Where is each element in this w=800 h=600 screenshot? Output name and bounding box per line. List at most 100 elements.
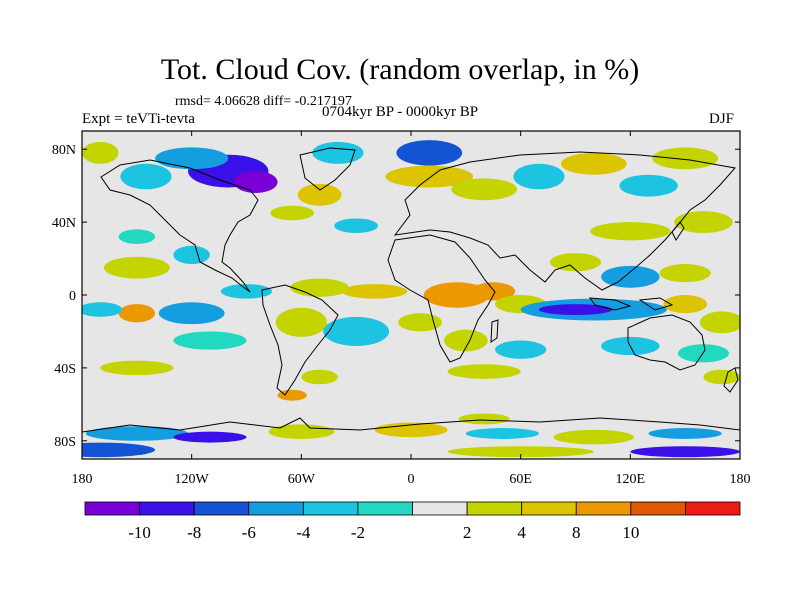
colorbar-label: -2 bbox=[351, 523, 365, 542]
coastline-madagascar bbox=[490, 319, 499, 343]
colorbar-label: 2 bbox=[463, 523, 472, 542]
anomaly-field bbox=[82, 140, 740, 458]
anomaly-blob bbox=[398, 313, 443, 332]
coastline-antarctica bbox=[82, 417, 740, 433]
colorbar-box bbox=[412, 501, 468, 516]
colorbar-label: -10 bbox=[128, 523, 151, 542]
anomaly-blob bbox=[155, 147, 229, 170]
anomaly-blob bbox=[495, 340, 547, 359]
anomaly-blob bbox=[118, 304, 156, 323]
colorbar-label: -4 bbox=[296, 523, 311, 542]
coastline-greenland bbox=[299, 147, 356, 191]
anomaly-blob bbox=[312, 141, 364, 164]
anomaly-blob bbox=[396, 140, 463, 166]
coastline-africa bbox=[387, 234, 496, 363]
coastline-japan bbox=[671, 221, 685, 241]
anomaly-blob bbox=[458, 413, 510, 425]
colorbar-label: -8 bbox=[187, 523, 201, 542]
anomaly-blob bbox=[549, 253, 602, 272]
anomaly-blob bbox=[85, 426, 189, 441]
season-label: DJF bbox=[709, 111, 735, 127]
anomaly-blob bbox=[220, 284, 273, 299]
anomaly-blob bbox=[677, 344, 730, 363]
anomaly-blob bbox=[385, 165, 474, 188]
colorbar-box bbox=[357, 501, 413, 516]
colorbar-label: -6 bbox=[242, 523, 256, 542]
anomaly-blob bbox=[100, 360, 174, 376]
anomaly-blob bbox=[465, 428, 539, 439]
anomaly-blob bbox=[173, 331, 247, 350]
anomaly-blob bbox=[648, 428, 722, 439]
anomaly-blob bbox=[275, 307, 327, 337]
anomaly-blob bbox=[118, 229, 156, 244]
colorbar-box bbox=[302, 501, 359, 516]
lat-tick-label: 40S bbox=[54, 362, 76, 377]
lat-tick-label: 80N bbox=[52, 143, 76, 158]
lon-tick-label: 120W bbox=[175, 472, 210, 487]
lon-tick-label: 60E bbox=[509, 472, 532, 487]
anomaly-blob bbox=[334, 218, 379, 234]
colorbar-label: 10 bbox=[622, 523, 639, 542]
anomaly-blob bbox=[443, 329, 488, 352]
anomaly-blob bbox=[553, 429, 634, 445]
colorbar-label: 8 bbox=[572, 523, 581, 542]
anomaly-blob bbox=[674, 211, 733, 234]
anomaly-blob bbox=[82, 442, 156, 458]
coastline-north-america bbox=[100, 159, 259, 293]
map-axes: 180 120W 60W 0 60E 120E 180 80N 40N 0 40S 80S bbox=[52, 131, 751, 487]
coastlines bbox=[82, 147, 740, 433]
lon-tick-label: 0 bbox=[408, 472, 415, 487]
anomaly-blob bbox=[120, 163, 172, 190]
anomaly-blob bbox=[173, 245, 210, 265]
anomaly-blob bbox=[158, 302, 225, 325]
anomaly-blob bbox=[270, 205, 315, 221]
coastline-new-zealand bbox=[723, 367, 739, 393]
anomaly-blob bbox=[619, 174, 678, 197]
lat-tick-label: 0 bbox=[69, 289, 76, 304]
lon-tick-label: 180 bbox=[730, 472, 751, 487]
anomaly-blob bbox=[374, 422, 448, 438]
anomaly-blob bbox=[659, 264, 711, 283]
lon-tick-label: 180 bbox=[72, 472, 93, 487]
chart-title: Tot. Cloud Cov. (random overlap, in %) bbox=[160, 53, 640, 86]
colorbar-box bbox=[193, 501, 250, 516]
lat-tick-label: 40N bbox=[52, 216, 76, 231]
anomaly-blob bbox=[590, 222, 671, 241]
anomaly-blob bbox=[652, 147, 719, 170]
anomaly-blob bbox=[82, 302, 123, 317]
anomaly-blob bbox=[451, 178, 518, 201]
colorbar-box bbox=[685, 501, 741, 516]
colorbar-box bbox=[521, 501, 577, 516]
colorbar-box bbox=[84, 501, 140, 516]
anomaly-blob bbox=[699, 311, 740, 334]
colorbar-box bbox=[466, 501, 523, 516]
anomaly-blob bbox=[297, 183, 342, 206]
period-label: 0704kyr BP - 0000kyr BP bbox=[322, 104, 479, 120]
anomaly-blob bbox=[233, 171, 278, 193]
anomaly-blob bbox=[447, 446, 594, 458]
anomaly-blob bbox=[341, 284, 408, 299]
colorbar-box bbox=[575, 501, 632, 516]
anomaly-blob bbox=[630, 446, 740, 458]
anomaly-blob bbox=[103, 256, 170, 279]
anomaly-blob bbox=[82, 141, 119, 164]
colorbar-box bbox=[630, 501, 686, 516]
colorbar-box bbox=[139, 501, 195, 516]
anomaly-blob bbox=[538, 304, 613, 316]
coastline-south-america bbox=[261, 284, 339, 396]
anomaly-blob bbox=[663, 295, 708, 314]
lon-tick-label: 60W bbox=[288, 472, 316, 487]
anomaly-blob bbox=[471, 282, 516, 301]
anomaly-blob bbox=[703, 369, 740, 385]
coastline-indonesia bbox=[588, 297, 674, 311]
anomaly-blob bbox=[173, 431, 247, 443]
anomaly-blob bbox=[601, 265, 660, 288]
lat-tick-label: 80S bbox=[54, 435, 76, 450]
coastline-australia bbox=[627, 314, 706, 371]
anomaly-blob bbox=[301, 369, 338, 385]
anomaly-blob bbox=[277, 389, 307, 401]
experiment-label: Expt = teVTi-tevta bbox=[82, 111, 195, 127]
stats-text: rmsd= 4.06628 diff= -0.217197 bbox=[175, 94, 352, 109]
